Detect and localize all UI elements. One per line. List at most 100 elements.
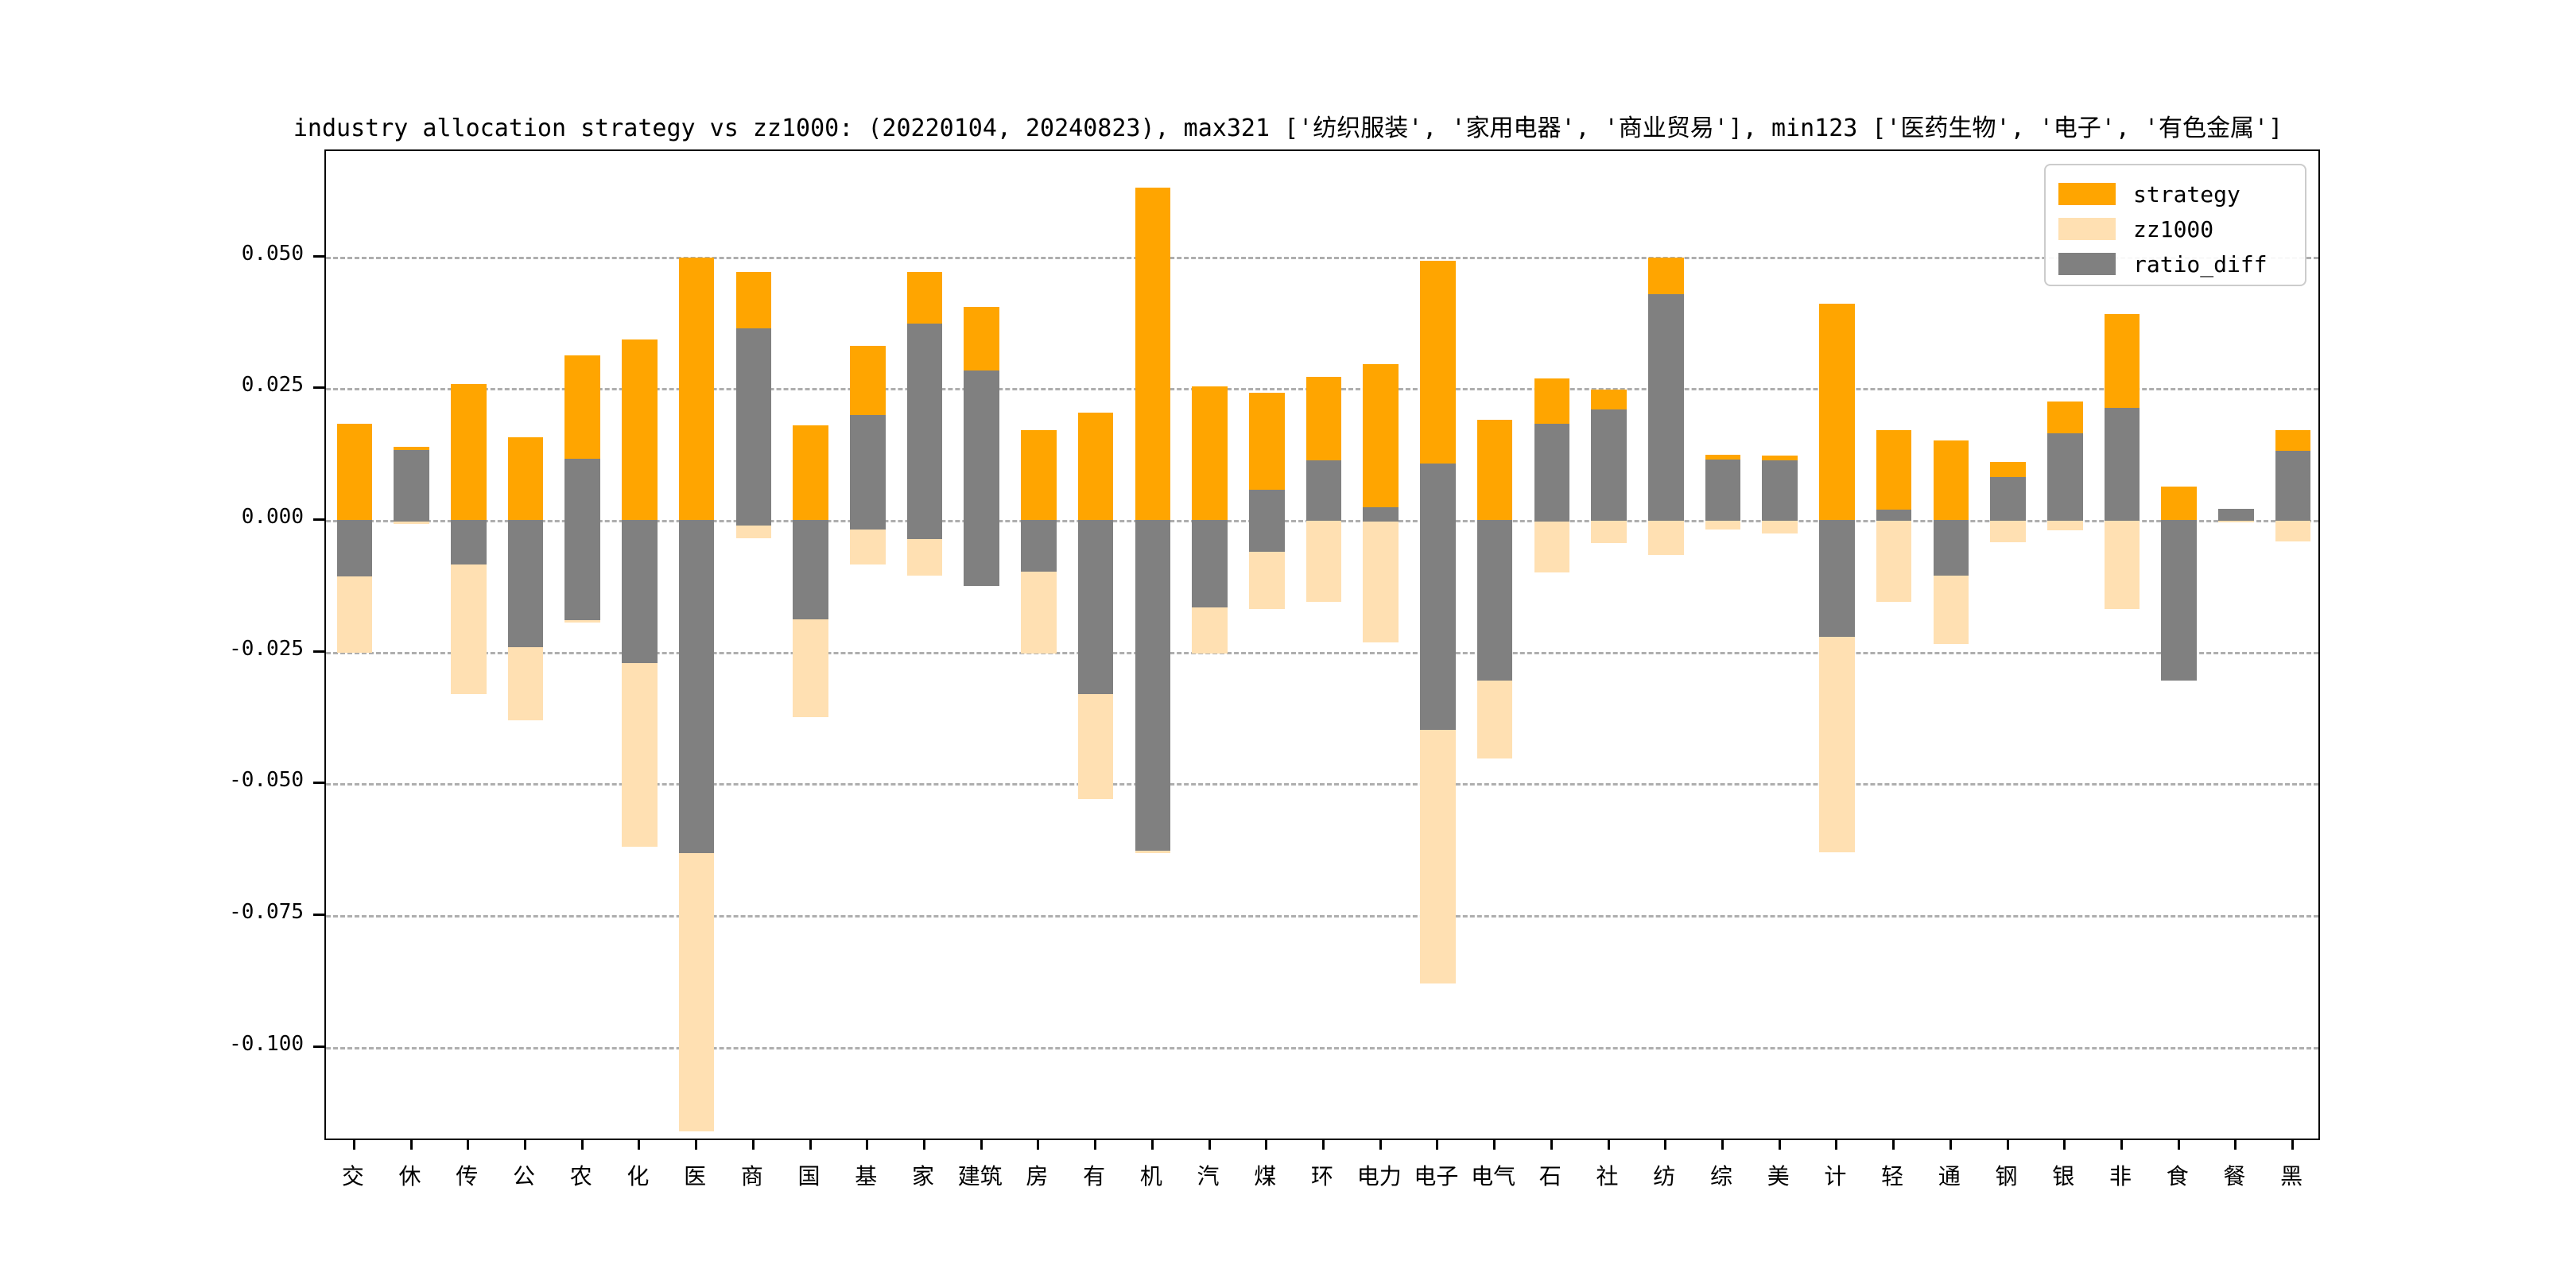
y-tick-label: -0.100 (229, 1031, 304, 1056)
x-tick-mark (580, 1140, 584, 1150)
x-tick-label: 房 (1026, 1163, 1049, 1189)
bar-zz1000 (2275, 519, 2311, 542)
bar-zz1000 (2104, 519, 2140, 609)
legend-item-zz1000[interactable]: zz1000 (2058, 211, 2292, 246)
legend-item-label: ratio_diff (2133, 250, 2268, 277)
x-tick-mark (2291, 1140, 2295, 1150)
gridline (326, 1046, 2318, 1049)
x-tick-mark (695, 1140, 698, 1150)
bar-zz1000 (1705, 519, 1741, 530)
x-tick-mark (1493, 1140, 1496, 1150)
x-tick-mark (751, 1140, 755, 1150)
x-tick-mark (638, 1140, 641, 1150)
bar-zz1000 (1762, 519, 1798, 534)
bar-zz1000 (1876, 519, 1912, 602)
bar-ratio-diff (1249, 490, 1285, 552)
x-tick-mark (1436, 1140, 1439, 1150)
x-tick-mark (2063, 1140, 2066, 1150)
bar-ratio-diff (735, 328, 772, 526)
bar-ratio-diff (1819, 519, 1855, 638)
bar-ratio-diff (564, 459, 600, 620)
bar-ratio-diff (622, 519, 658, 664)
bar-zz1000 (2047, 519, 2083, 531)
x-tick-label: 机 (1139, 1163, 1162, 1189)
bar-ratio-diff (2218, 509, 2254, 521)
x-tick-label: 建筑 (957, 1163, 1003, 1189)
bar-strategy (2161, 486, 2197, 520)
x-tick-mark (1607, 1140, 1610, 1150)
x-tick-mark (2177, 1140, 2180, 1150)
bar-strategy (507, 436, 544, 520)
gridline (326, 915, 2318, 918)
y-tick-mark (313, 914, 324, 916)
bar-strategy (622, 339, 658, 520)
bar-strategy (678, 257, 715, 520)
gridline (326, 256, 2318, 259)
x-tick-mark (2006, 1140, 2009, 1150)
x-tick-label: 综 (1709, 1163, 1732, 1189)
bar-ratio-diff (336, 519, 373, 576)
x-tick-label: 食 (2166, 1163, 2189, 1189)
x-tick-mark (2234, 1140, 2237, 1150)
bar-ratio-diff (964, 370, 999, 586)
bar-ratio-diff (394, 450, 429, 522)
x-tick-mark (1265, 1140, 1268, 1150)
y-tick-label: 0.000 (241, 504, 304, 529)
x-tick-mark (1721, 1140, 1724, 1150)
bar-strategy (451, 383, 487, 520)
bar-strategy (1476, 420, 1513, 520)
y-tick-label: -0.050 (229, 768, 304, 793)
bar-strategy (1077, 413, 1114, 520)
page-title: industry allocation strategy vs zz1000: … (293, 114, 2283, 142)
x-tick-label: 纺 (1653, 1163, 1676, 1189)
bar-strategy (336, 424, 373, 520)
y-tick-mark (313, 782, 324, 785)
bar-strategy (1933, 440, 1969, 520)
x-tick-label: 传 (456, 1163, 479, 1189)
legend-item-strategy[interactable]: strategy (2058, 177, 2292, 211)
x-tick-label: 电子 (1414, 1163, 1459, 1189)
bar-ratio-diff (850, 415, 886, 530)
x-tick-mark (866, 1140, 869, 1150)
x-tick-mark (409, 1140, 413, 1150)
x-tick-label: 农 (569, 1163, 592, 1189)
x-tick-mark (1150, 1140, 1154, 1150)
x-tick-mark (1949, 1140, 1952, 1150)
gridline (326, 651, 2318, 654)
x-tick-label: 汽 (1197, 1163, 1220, 1189)
bar-ratio-diff (1990, 477, 2026, 521)
x-tick-label: 商 (740, 1163, 763, 1189)
x-tick-mark (467, 1140, 470, 1150)
x-tick-label: 基 (855, 1163, 878, 1189)
x-tick-mark (1208, 1140, 1211, 1150)
chart-legend[interactable]: strategy zz1000 ratio_diff (2044, 164, 2306, 286)
bar-ratio-diff (2104, 407, 2140, 521)
x-tick-label: 石 (1538, 1163, 1562, 1189)
legend-swatch-icon (2058, 218, 2116, 240)
y-tick-label: 0.050 (241, 241, 304, 266)
y-tick-label: -0.025 (229, 636, 304, 661)
x-tick-label: 国 (797, 1163, 821, 1189)
y-tick-mark (313, 518, 324, 521)
x-tick-mark (1322, 1140, 1325, 1150)
bar-ratio-diff (451, 519, 487, 564)
x-tick-label: 通 (1938, 1163, 1961, 1189)
bar-ratio-diff (678, 519, 715, 853)
x-tick-label: 银 (2052, 1163, 2075, 1189)
bar-ratio-diff (1876, 510, 1912, 522)
x-tick-label: 有 (1083, 1163, 1106, 1189)
bar-strategy (793, 425, 828, 520)
legend-item-ratio_diff[interactable]: ratio_diff (2058, 246, 2292, 281)
bar-zz1000 (1305, 519, 1342, 603)
y-tick-mark (313, 1045, 324, 1048)
plot-area (324, 149, 2320, 1140)
legend-swatch-icon (2058, 183, 2116, 205)
bar-ratio-diff (793, 519, 828, 620)
y-tick-mark (313, 254, 324, 258)
bar-ratio-diff (1021, 519, 1057, 572)
bar-ratio-diff (507, 519, 544, 648)
bar-zz1000 (394, 519, 429, 524)
x-tick-label: 钢 (1995, 1163, 2018, 1189)
x-tick-mark (524, 1140, 526, 1150)
